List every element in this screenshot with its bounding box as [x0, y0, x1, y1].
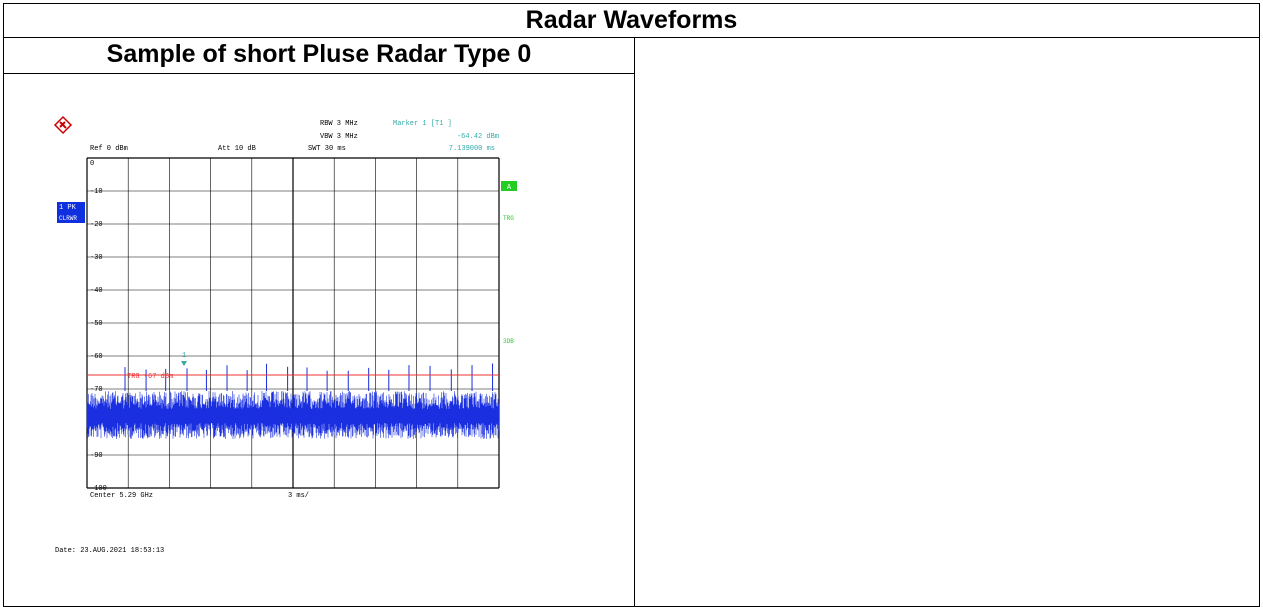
- side-label: TRG: [503, 215, 514, 222]
- trace-mode: CLRWR: [59, 215, 77, 222]
- cell-empty: [634, 37, 1260, 607]
- y-tick-label: -50: [90, 320, 103, 328]
- y-tick-label: -20: [90, 221, 103, 229]
- marker-level: -64.42 dBm: [457, 133, 499, 141]
- y-tick-label: -60: [90, 353, 103, 361]
- trace-spikes: [124, 363, 494, 391]
- spectrum-screenshot: RBW 3 MHz VBW 3 MHz SWT 30 ms Marker 1 […: [53, 115, 517, 555]
- span: 3 ms/: [288, 492, 309, 500]
- y-tick-label: -100: [90, 485, 107, 493]
- logo: [53, 115, 73, 135]
- marker: Marker 1 [T1 ]: [393, 120, 452, 128]
- y-tick-label: -10: [90, 188, 103, 196]
- side-label: 3DB: [503, 338, 514, 345]
- trace: [86, 391, 500, 439]
- att: Att 10 dB: [218, 145, 256, 153]
- marker-id: 1: [182, 352, 186, 360]
- rbw: RBW 3 MHz: [320, 120, 358, 128]
- ref: Ref 0 dBm: [90, 145, 128, 153]
- marker-symbol: [181, 361, 187, 366]
- title: Radar Waveforms: [3, 3, 1260, 38]
- date: Date: 23.AUG.2021 18:53:13: [55, 547, 164, 555]
- trigger-label: TRG -67 dBm: [127, 373, 173, 381]
- marker-time: 7.139000 ms: [449, 145, 495, 153]
- swt: SWT 30 ms: [308, 145, 346, 153]
- y-tick-label: -90: [90, 452, 103, 460]
- side-label: A: [507, 184, 512, 192]
- trace-label: 1 PK: [59, 204, 77, 212]
- y-tick-label: -30: [90, 254, 103, 262]
- center: Center 5.29 GHz: [90, 492, 153, 500]
- y-tick-label: 0: [90, 160, 94, 168]
- y-tick-label: -40: [90, 287, 103, 295]
- cell-caption: Sample of short Pluse Radar Type 0: [3, 37, 635, 74]
- vbw: VBW 3 MHz: [320, 133, 358, 141]
- y-tick-label: -70: [90, 386, 103, 394]
